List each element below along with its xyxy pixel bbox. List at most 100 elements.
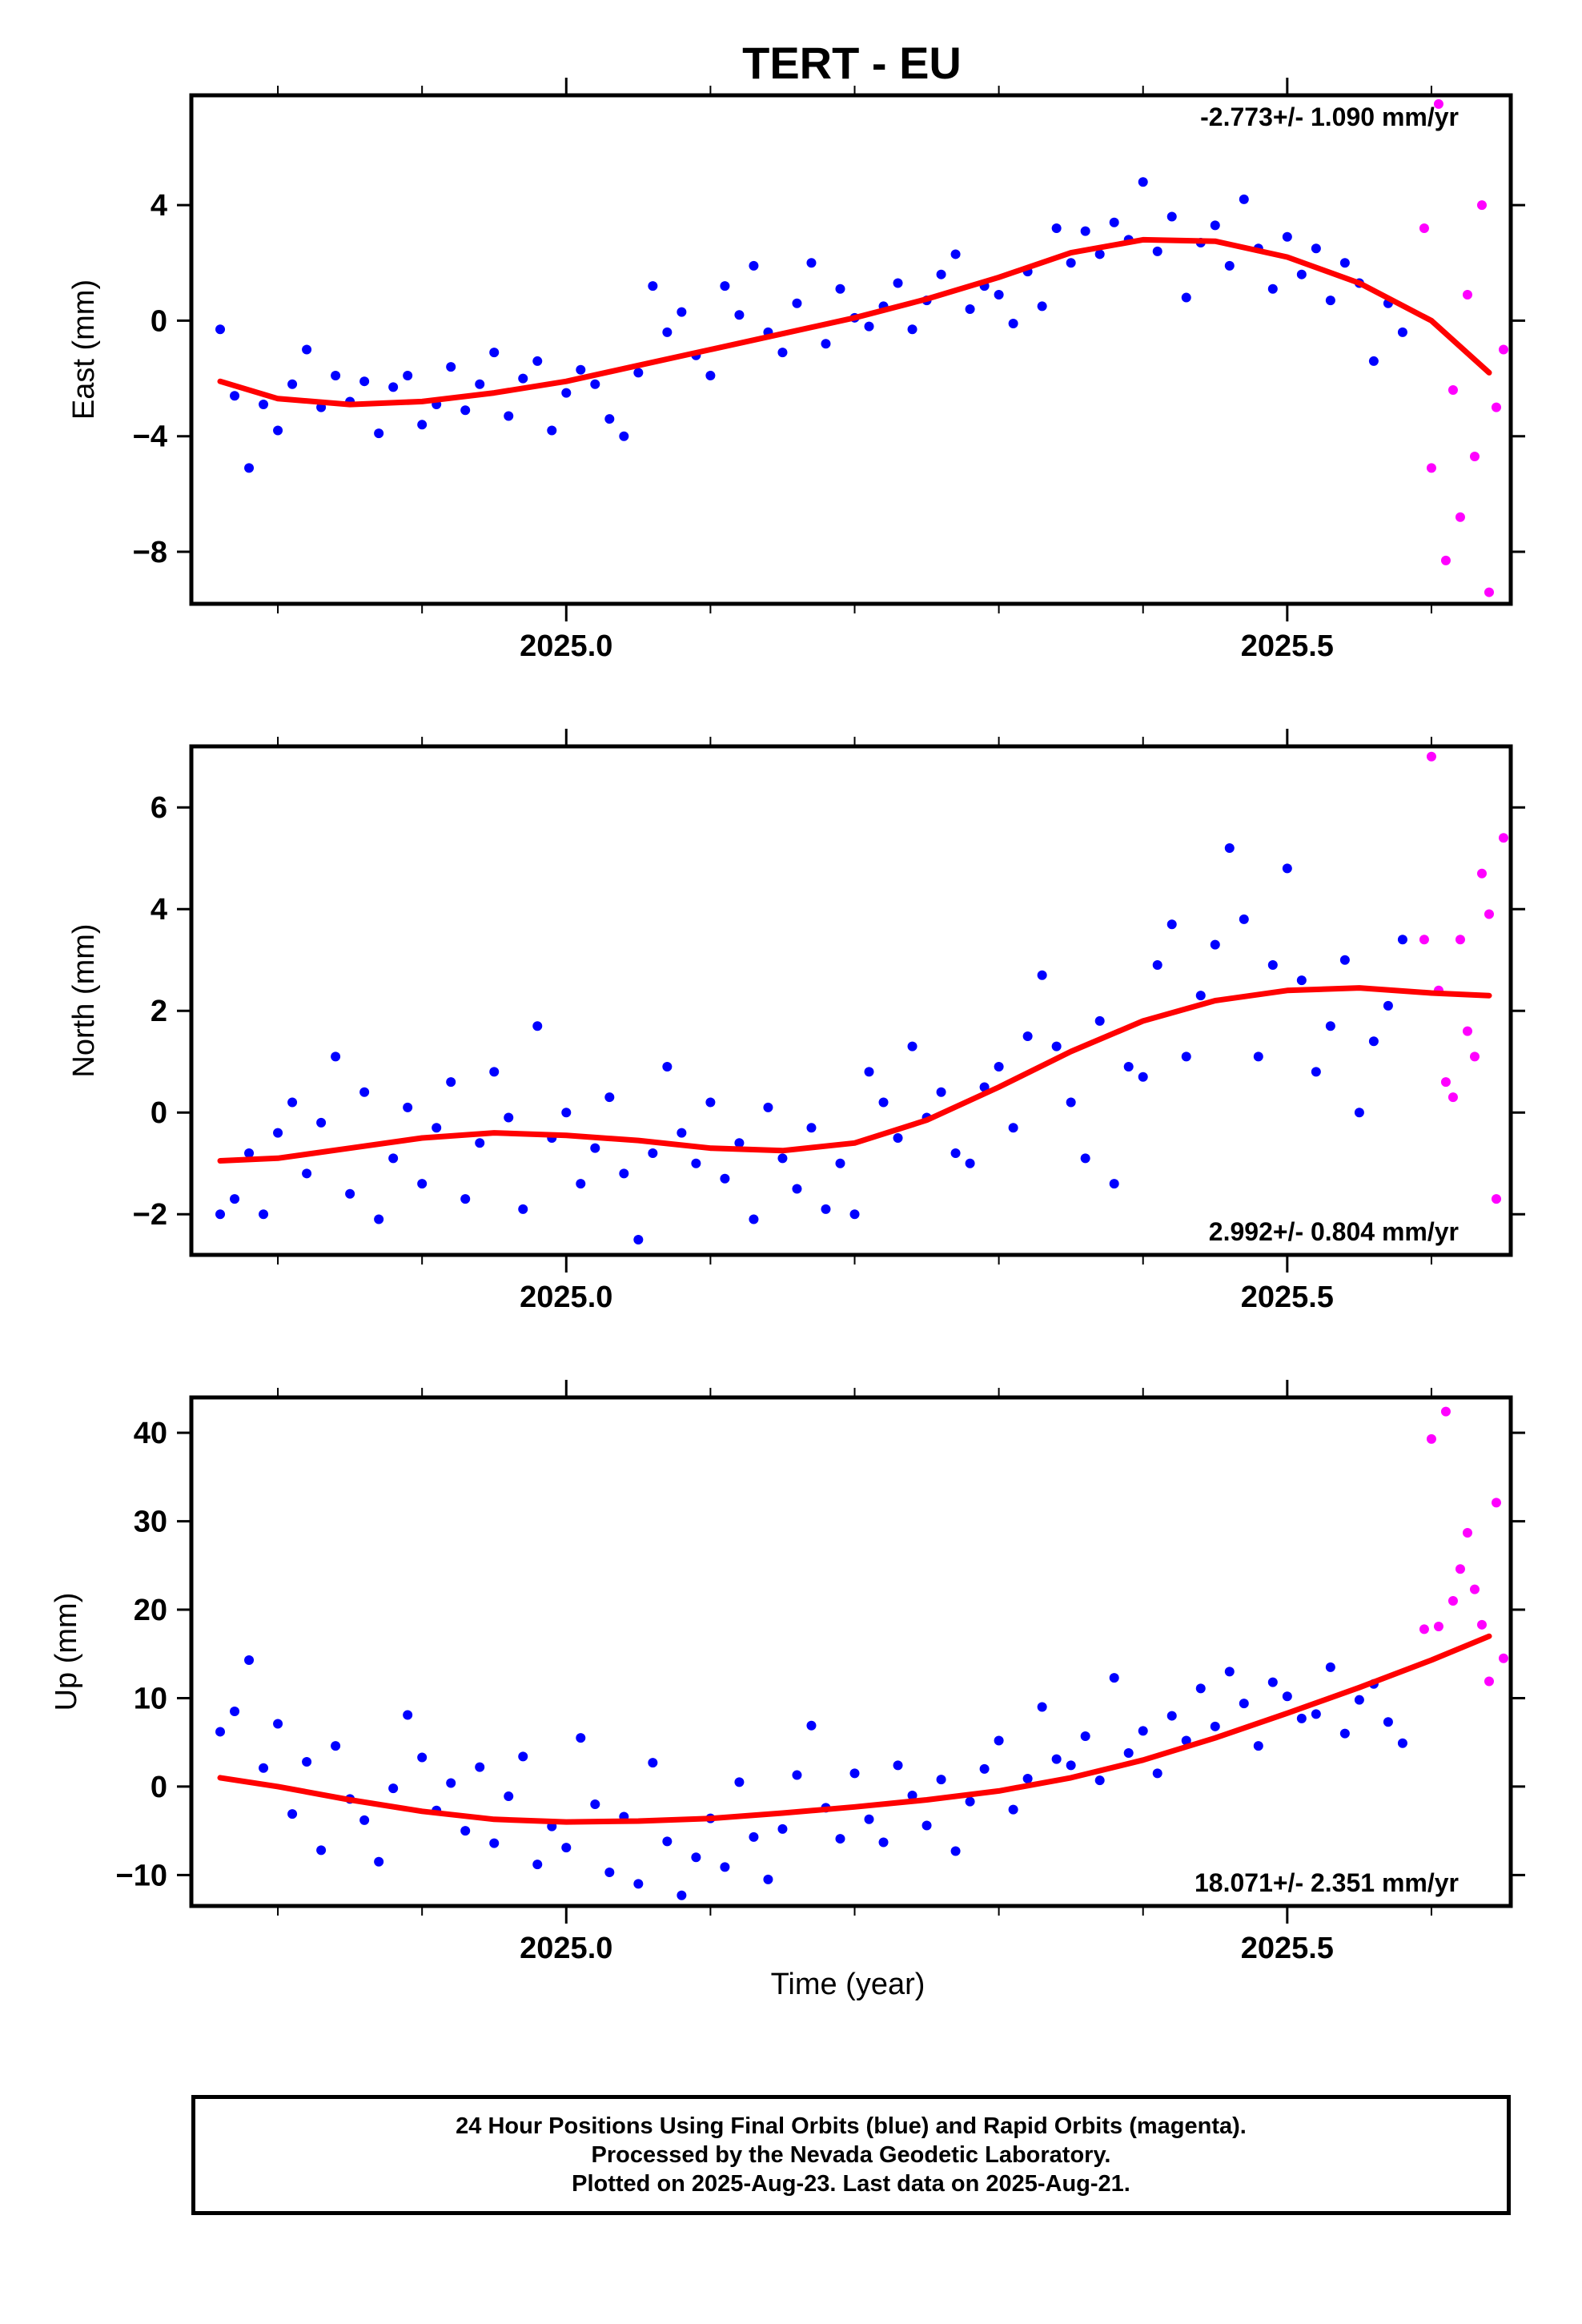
up-panel: 2025.0 2025.5 −10 0 10 20 30 40 Up (mm) 18.071+/-… <box>50 1380 1525 1965</box>
rapid-orbit-point <box>1491 402 1501 412</box>
final-orbit-point <box>316 1845 327 1856</box>
x-tick-label: 2025.0 <box>520 629 612 663</box>
y-tick-label: 0 <box>151 304 167 338</box>
y-tick-label: 0 <box>151 1096 167 1130</box>
final-orbit-point <box>604 1092 615 1103</box>
final-orbit-point <box>648 1758 658 1768</box>
final-orbit-point <box>590 1143 600 1153</box>
final-orbit-point <box>432 1123 442 1133</box>
final-orbit-point <box>388 1783 399 1794</box>
final-orbit-point <box>734 1777 745 1787</box>
final-orbit-point <box>1066 1760 1076 1771</box>
y-tick-label: −10 <box>116 1859 167 1892</box>
final-orbit-point <box>893 278 903 288</box>
final-orbit-point <box>936 1775 946 1785</box>
y-tick-label: −4 <box>133 420 167 454</box>
final-orbit-point <box>518 1204 528 1214</box>
final-orbit-point <box>1368 356 1379 366</box>
figure-title: TERT - EU <box>742 38 962 88</box>
final-orbit-point <box>1296 975 1307 986</box>
final-orbit-point <box>1339 1728 1350 1739</box>
final-orbit-point <box>388 1153 399 1164</box>
final-orbit-point <box>273 425 283 436</box>
final-orbit-point <box>633 1879 644 1889</box>
y-tick-label: 2 <box>151 995 167 1028</box>
final-orbit-point <box>1195 1683 1206 1694</box>
final-orbit-point <box>1094 249 1105 259</box>
final-orbit-point <box>359 1815 370 1825</box>
final-orbit-point <box>244 1655 255 1665</box>
rapid-orbit-point <box>1462 1026 1472 1036</box>
final-orbit-point <box>806 1720 817 1731</box>
final-orbit-point <box>749 1214 759 1224</box>
final-orbit-point <box>273 1719 283 1729</box>
final-orbit-point <box>532 356 543 366</box>
final-orbit-point <box>648 1148 658 1158</box>
final-orbit-point <box>965 304 975 314</box>
final-orbit-point <box>1296 269 1307 279</box>
final-orbit-point <box>359 1087 370 1097</box>
final-orbit-point <box>1022 1773 1033 1783</box>
final-orbit-point <box>273 1128 283 1138</box>
final-orbit-point <box>648 281 658 292</box>
final-orbit-point <box>849 1209 860 1220</box>
x-tick-label: 2025.5 <box>1241 1281 1334 1314</box>
east-y-axis-label: East (mm) <box>67 279 101 420</box>
final-orbit-point <box>1166 1711 1177 1721</box>
final-orbit-point <box>489 1067 500 1077</box>
final-orbit-point <box>1397 1738 1407 1748</box>
final-orbit-point <box>475 379 485 389</box>
final-orbit-point <box>777 1823 788 1834</box>
final-orbit-point <box>230 1707 240 1717</box>
north-data-layer <box>215 751 1508 1244</box>
final-orbit-point <box>576 1179 586 1189</box>
final-orbit-point <box>1239 914 1249 924</box>
final-orbit-point <box>1368 1036 1379 1047</box>
final-orbit-point <box>1181 1735 1191 1746</box>
final-orbit-point <box>705 1097 716 1108</box>
final-orbit-point <box>460 1194 471 1204</box>
final-orbit-point <box>965 1796 975 1807</box>
rapid-orbit-point <box>1484 587 1494 597</box>
final-orbit-point <box>1296 1713 1307 1723</box>
final-orbit-point <box>734 310 745 320</box>
final-orbit-point <box>1339 258 1350 268</box>
y-tick-label: 4 <box>151 189 167 223</box>
final-orbit-point <box>1210 1721 1220 1731</box>
final-orbit-point <box>1397 935 1407 945</box>
final-orbit-point <box>215 1209 226 1220</box>
final-orbit-point <box>374 428 384 439</box>
final-orbit-point <box>417 420 428 430</box>
final-orbit-point <box>460 1826 471 1836</box>
final-orbit-point <box>302 1168 312 1179</box>
rapid-orbit-point <box>1440 1406 1451 1417</box>
final-orbit-point <box>1080 1731 1090 1741</box>
final-orbit-point <box>561 388 572 398</box>
final-orbit-point <box>561 1108 572 1118</box>
final-orbit-point <box>1354 1108 1364 1118</box>
final-orbit-point <box>1282 863 1292 874</box>
final-orbit-point <box>1138 1072 1148 1082</box>
final-orbit-point <box>244 1148 255 1158</box>
final-orbit-point <box>792 1184 802 1194</box>
final-orbit-point <box>720 1862 730 1872</box>
final-orbit-point <box>1066 1097 1076 1108</box>
final-orbit-point <box>1080 1153 1090 1164</box>
rapid-orbit-point <box>1491 1498 1501 1508</box>
final-orbit-point <box>1210 939 1220 950</box>
final-orbit-point <box>388 382 399 392</box>
final-orbit-point <box>504 411 514 421</box>
final-orbit-point <box>287 1097 298 1108</box>
final-orbit-point <box>1325 1662 1335 1672</box>
final-orbit-point <box>662 327 673 337</box>
final-orbit-point <box>1354 1695 1364 1705</box>
final-orbit-point <box>1166 211 1177 222</box>
final-orbit-point <box>950 1846 961 1856</box>
final-orbit-point <box>1210 220 1220 231</box>
caption-line-2: Processed by the Nevada Geodetic Laborat… <box>591 2142 1111 2168</box>
final-orbit-point <box>806 258 817 268</box>
rapid-orbit-point <box>1455 512 1465 522</box>
final-orbit-point <box>893 1760 903 1771</box>
final-orbit-point <box>821 339 831 349</box>
final-orbit-point <box>446 1077 456 1088</box>
